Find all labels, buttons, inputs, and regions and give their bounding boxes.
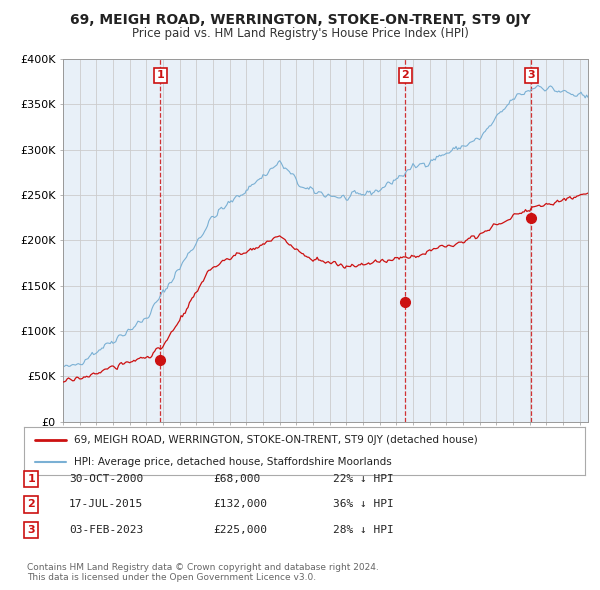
Text: 2: 2: [401, 70, 409, 80]
Text: 69, MEIGH ROAD, WERRINGTON, STOKE-ON-TRENT, ST9 0JY (detached house): 69, MEIGH ROAD, WERRINGTON, STOKE-ON-TRE…: [74, 435, 478, 445]
Text: HPI: Average price, detached house, Staffordshire Moorlands: HPI: Average price, detached house, Staf…: [74, 457, 392, 467]
Text: £68,000: £68,000: [213, 474, 260, 484]
Text: 2: 2: [28, 500, 35, 509]
Text: 1: 1: [156, 70, 164, 80]
Text: 30-OCT-2000: 30-OCT-2000: [69, 474, 143, 484]
Text: 03-FEB-2023: 03-FEB-2023: [69, 525, 143, 535]
Text: £225,000: £225,000: [213, 525, 267, 535]
Text: 3: 3: [28, 525, 35, 535]
Text: Contains HM Land Registry data © Crown copyright and database right 2024.
This d: Contains HM Land Registry data © Crown c…: [27, 563, 379, 582]
Text: 28% ↓ HPI: 28% ↓ HPI: [333, 525, 394, 535]
Text: 17-JUL-2015: 17-JUL-2015: [69, 500, 143, 509]
Text: 1: 1: [28, 474, 35, 484]
Text: 36% ↓ HPI: 36% ↓ HPI: [333, 500, 394, 509]
Text: Price paid vs. HM Land Registry's House Price Index (HPI): Price paid vs. HM Land Registry's House …: [131, 27, 469, 40]
Text: 3: 3: [527, 70, 535, 80]
Text: £132,000: £132,000: [213, 500, 267, 509]
Text: 69, MEIGH ROAD, WERRINGTON, STOKE-ON-TRENT, ST9 0JY: 69, MEIGH ROAD, WERRINGTON, STOKE-ON-TRE…: [70, 13, 530, 27]
Text: 22% ↓ HPI: 22% ↓ HPI: [333, 474, 394, 484]
